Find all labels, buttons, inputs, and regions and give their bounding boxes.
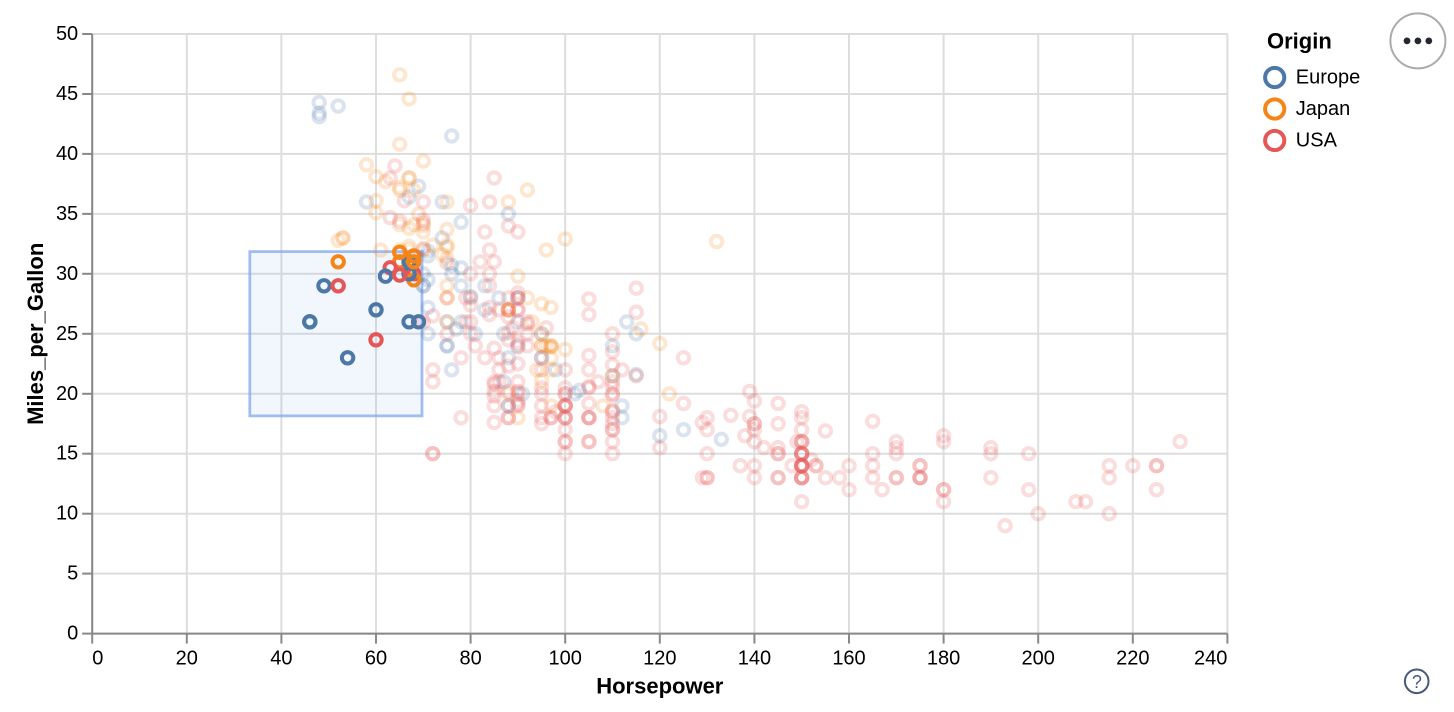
svg-text:200: 200 bbox=[1022, 648, 1055, 670]
svg-text:180: 180 bbox=[927, 648, 960, 670]
svg-text:5: 5 bbox=[67, 563, 78, 585]
svg-text:120: 120 bbox=[643, 648, 676, 670]
svg-text:Japan: Japan bbox=[1296, 98, 1351, 120]
svg-text:15: 15 bbox=[56, 443, 78, 465]
svg-text:25: 25 bbox=[56, 323, 78, 345]
svg-text:60: 60 bbox=[365, 648, 387, 670]
svg-text:160: 160 bbox=[832, 648, 865, 670]
svg-text:Miles_per_Gallon: Miles_per_Gallon bbox=[23, 243, 48, 425]
svg-text:?: ? bbox=[1412, 672, 1422, 692]
svg-text:0: 0 bbox=[92, 648, 103, 670]
svg-text:Europe: Europe bbox=[1296, 67, 1361, 89]
svg-text:20: 20 bbox=[56, 383, 78, 405]
svg-text:20: 20 bbox=[176, 648, 198, 670]
svg-text:USA: USA bbox=[1296, 130, 1338, 152]
svg-text:35: 35 bbox=[56, 203, 78, 225]
svg-text:100: 100 bbox=[549, 648, 582, 670]
svg-text:0: 0 bbox=[67, 623, 78, 645]
svg-text:45: 45 bbox=[56, 83, 78, 105]
svg-text:40: 40 bbox=[56, 143, 78, 165]
svg-text:240: 240 bbox=[1194, 648, 1227, 670]
svg-text:10: 10 bbox=[56, 503, 78, 525]
svg-text:40: 40 bbox=[270, 648, 292, 670]
svg-text:140: 140 bbox=[738, 648, 771, 670]
svg-text:Origin: Origin bbox=[1267, 29, 1332, 54]
svg-text:80: 80 bbox=[459, 648, 481, 670]
svg-text:220: 220 bbox=[1116, 648, 1149, 670]
svg-text:30: 30 bbox=[56, 263, 78, 285]
svg-text:Horsepower: Horsepower bbox=[596, 674, 724, 699]
svg-text:50: 50 bbox=[56, 23, 78, 45]
